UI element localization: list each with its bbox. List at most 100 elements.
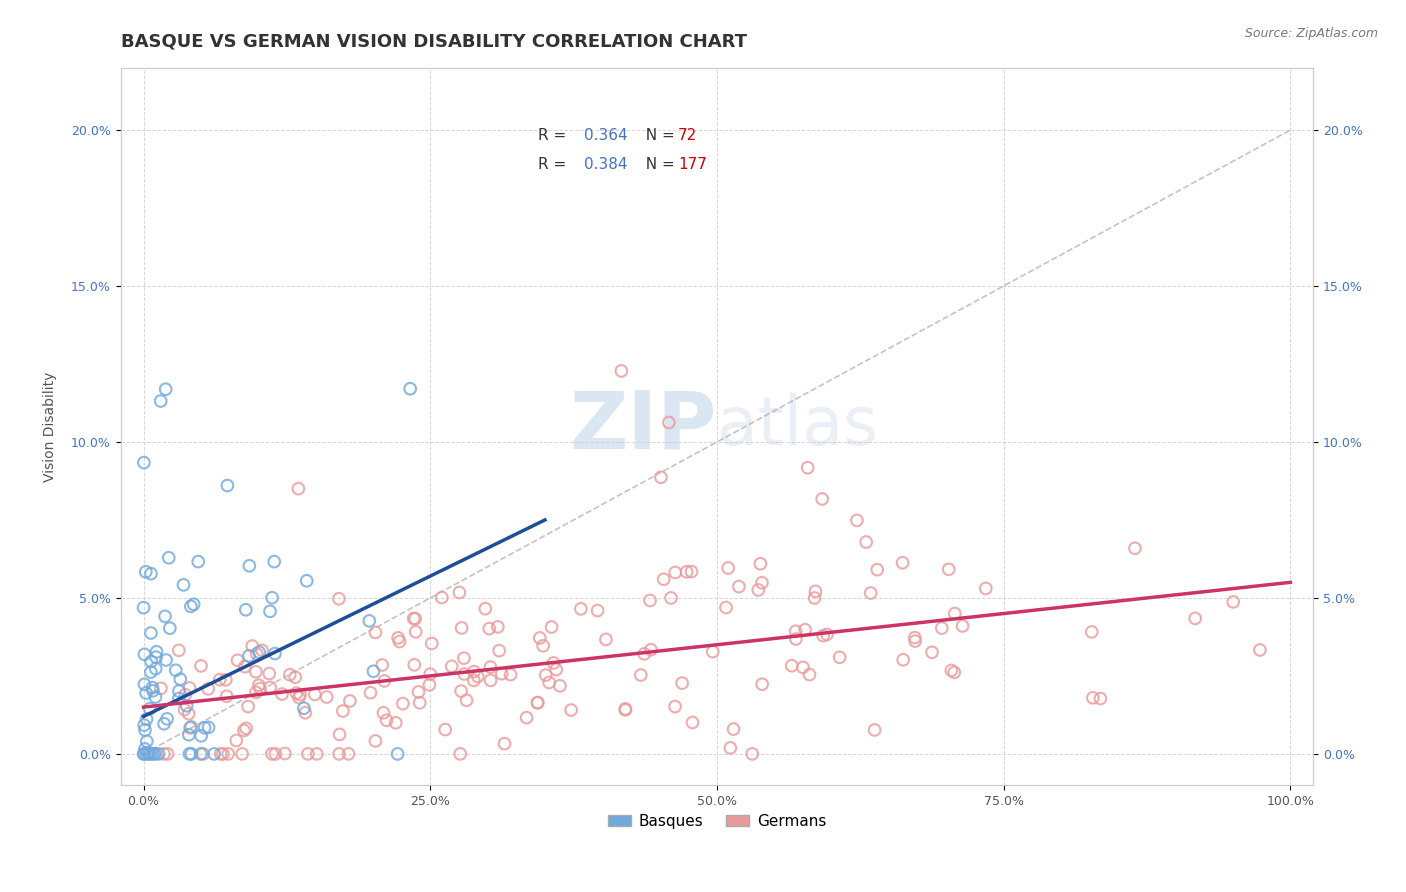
Point: [751, 575, 773, 590]
Point: [134, 723, 156, 737]
Point: [640, 642, 662, 657]
Point: [238, 558, 260, 573]
Point: [614, 702, 637, 716]
Point: [179, 681, 201, 695]
Point: [179, 721, 201, 735]
Point: [560, 703, 582, 717]
Point: [264, 747, 287, 761]
Point: [659, 591, 682, 605]
Point: [387, 747, 409, 761]
Point: [328, 727, 350, 741]
Point: [138, 747, 160, 761]
Point: [794, 623, 817, 637]
Point: [419, 667, 441, 681]
Point: [231, 747, 253, 761]
Point: [450, 621, 472, 635]
Point: [747, 582, 769, 597]
Point: [194, 721, 217, 735]
Point: [728, 580, 751, 594]
Point: [155, 653, 177, 667]
Point: [804, 584, 827, 599]
Point: [156, 747, 179, 761]
Point: [494, 737, 516, 751]
Point: [260, 747, 283, 761]
Point: [409, 696, 432, 710]
Point: [257, 666, 280, 681]
Point: [610, 364, 633, 378]
Point: [315, 690, 337, 704]
Point: [717, 561, 740, 575]
Point: [180, 720, 202, 734]
Point: [586, 603, 609, 617]
Point: [208, 673, 231, 687]
Point: [139, 665, 162, 679]
Point: [132, 456, 155, 470]
Point: [664, 566, 686, 580]
Point: [332, 704, 354, 718]
Point: [249, 681, 271, 696]
Point: [675, 565, 697, 579]
Text: ZIP: ZIP: [569, 387, 717, 466]
Point: [153, 747, 176, 761]
Point: [159, 621, 181, 635]
Point: [658, 416, 681, 430]
Point: [664, 699, 686, 714]
Point: [921, 645, 943, 659]
Point: [271, 687, 294, 701]
Point: [145, 645, 167, 659]
Point: [359, 614, 381, 628]
Text: 0.384: 0.384: [583, 157, 627, 172]
Point: [859, 586, 882, 600]
Point: [305, 747, 328, 761]
Point: [420, 636, 443, 650]
Point: [638, 593, 661, 607]
Point: [141, 655, 163, 669]
Point: [247, 645, 270, 659]
Point: [815, 627, 838, 641]
Point: [803, 591, 825, 605]
Point: [811, 491, 834, 506]
Point: [418, 678, 440, 692]
Point: [404, 612, 426, 626]
Point: [139, 747, 162, 761]
Point: [245, 665, 267, 679]
Point: [387, 631, 409, 645]
Point: [1249, 643, 1271, 657]
Point: [197, 681, 219, 696]
Point: [785, 624, 807, 639]
Point: [543, 656, 565, 670]
Point: [614, 703, 637, 717]
Point: [479, 673, 502, 688]
Text: R =: R =: [537, 128, 571, 143]
Point: [904, 634, 927, 648]
Point: [371, 658, 394, 673]
Point: [404, 657, 426, 672]
Point: [373, 673, 395, 688]
Point: [262, 591, 284, 605]
Point: [799, 667, 821, 681]
Point: [191, 747, 214, 761]
Point: [134, 742, 156, 756]
Point: [891, 556, 914, 570]
Point: [434, 723, 457, 737]
Point: [153, 716, 176, 731]
Point: [633, 647, 655, 661]
Point: [143, 747, 166, 761]
Point: [288, 690, 311, 705]
Point: [450, 684, 472, 698]
Point: [723, 722, 745, 736]
Text: 0.364: 0.364: [583, 128, 627, 143]
Point: [235, 603, 257, 617]
Point: [190, 659, 212, 673]
Text: BASQUE VS GERMAN VISION DISABILITY CORRELATION CHART: BASQUE VS GERMAN VISION DISABILITY CORRE…: [121, 33, 747, 51]
Point: [145, 650, 167, 665]
Point: [430, 591, 453, 605]
Point: [263, 555, 285, 569]
Point: [938, 562, 960, 576]
Point: [259, 604, 281, 618]
Point: [499, 667, 522, 681]
Point: [540, 620, 562, 634]
Point: [440, 659, 463, 673]
Point: [479, 660, 502, 674]
Point: [527, 696, 550, 710]
